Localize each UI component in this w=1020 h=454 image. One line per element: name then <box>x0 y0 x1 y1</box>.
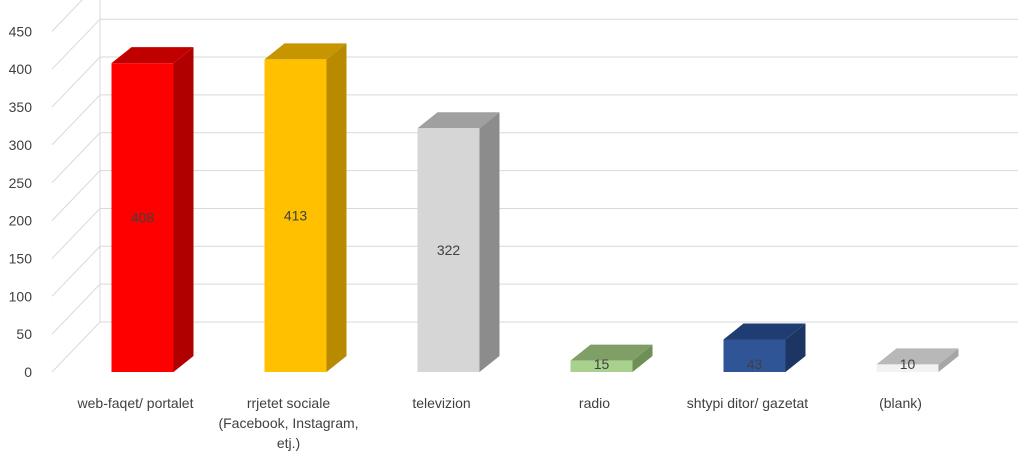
data-label: 10 <box>900 356 916 372</box>
gridline <box>51 170 1018 221</box>
bar-top <box>876 348 959 365</box>
bar-top <box>264 43 347 60</box>
x-tick-label-line: shtypi ditor/ gazetat <box>687 395 809 411</box>
bar-front <box>417 128 480 372</box>
x-tick-label-line: web-faqet/ portalet <box>77 395 194 411</box>
x-tick-label: televizion <box>412 395 470 411</box>
y-tick-label: 300 <box>9 137 33 153</box>
y-axis: 0 50 100 150 200 250 300 350 400 450 <box>9 23 33 380</box>
y-tick-label: 150 <box>9 250 33 266</box>
x-tick-label: web-faqet/ portalet <box>77 395 194 411</box>
y-tick-label: 0 <box>24 364 32 380</box>
gridline <box>51 0 83 32</box>
bar-side <box>632 344 653 372</box>
y-tick-label: 100 <box>9 288 33 304</box>
y-tick-label: 400 <box>9 61 33 77</box>
data-label: 15 <box>594 356 610 372</box>
bar-5: 10 <box>876 348 959 372</box>
x-tick-label-line: (blank) <box>879 395 922 411</box>
data-label: 322 <box>437 242 461 258</box>
bar-front <box>876 364 939 372</box>
bar-front <box>570 360 633 372</box>
bar-side <box>173 47 194 372</box>
x-tick-label: rrjetet sociale (Facebook, Instagram, etj.… <box>218 395 358 451</box>
y-tick-label: 200 <box>9 213 33 229</box>
x-tick-label-line: radio <box>579 395 610 411</box>
bar-4: 43 <box>723 323 806 372</box>
bar-front <box>264 59 327 372</box>
bar-top <box>723 323 806 340</box>
gridline <box>51 321 1018 373</box>
bar-0: 408 <box>111 47 194 372</box>
bar-side <box>938 348 959 372</box>
x-tick-label-line: etj.) <box>277 435 300 451</box>
x-axis: web-faqet/ portalet rrjetet sociale (Faceb… <box>77 395 922 451</box>
y-tick-label: 450 <box>9 23 33 39</box>
gridline <box>51 245 1018 297</box>
gridline <box>51 18 1018 70</box>
bar-side <box>326 43 347 372</box>
gridline <box>51 132 1018 184</box>
y-tick-label: 50 <box>16 326 32 342</box>
gridlines <box>51 0 1018 373</box>
bars: 408 413 322 15 43 10 <box>111 43 959 372</box>
data-label: 413 <box>284 208 308 224</box>
bar-front <box>111 63 174 372</box>
bar-top <box>111 47 194 64</box>
bar-side <box>785 323 806 372</box>
gridline <box>51 283 1018 335</box>
x-tick-label-line: (Facebook, Instagram, <box>218 415 358 431</box>
data-label: 408 <box>131 210 155 226</box>
data-label: 43 <box>747 356 763 372</box>
gridline <box>51 94 1018 146</box>
x-tick-label: radio <box>579 395 610 411</box>
gridline <box>51 207 1018 259</box>
x-tick-label-line: televizion <box>412 395 470 411</box>
y-tick-label: 350 <box>9 99 33 115</box>
bar-2: 322 <box>417 112 500 372</box>
y-tick-label: 250 <box>9 175 33 191</box>
x-tick-label: (blank) <box>879 395 922 411</box>
gridline <box>51 56 1018 108</box>
x-tick-label-line: rrjetet sociale <box>247 395 330 411</box>
bar-1: 413 <box>264 43 347 372</box>
bar-3: 15 <box>570 344 653 372</box>
x-tick-label: shtypi ditor/ gazetat <box>687 395 809 411</box>
bar-top <box>417 112 500 129</box>
bar-top <box>570 344 653 361</box>
bar-front <box>723 339 786 372</box>
bar-side <box>479 112 500 372</box>
